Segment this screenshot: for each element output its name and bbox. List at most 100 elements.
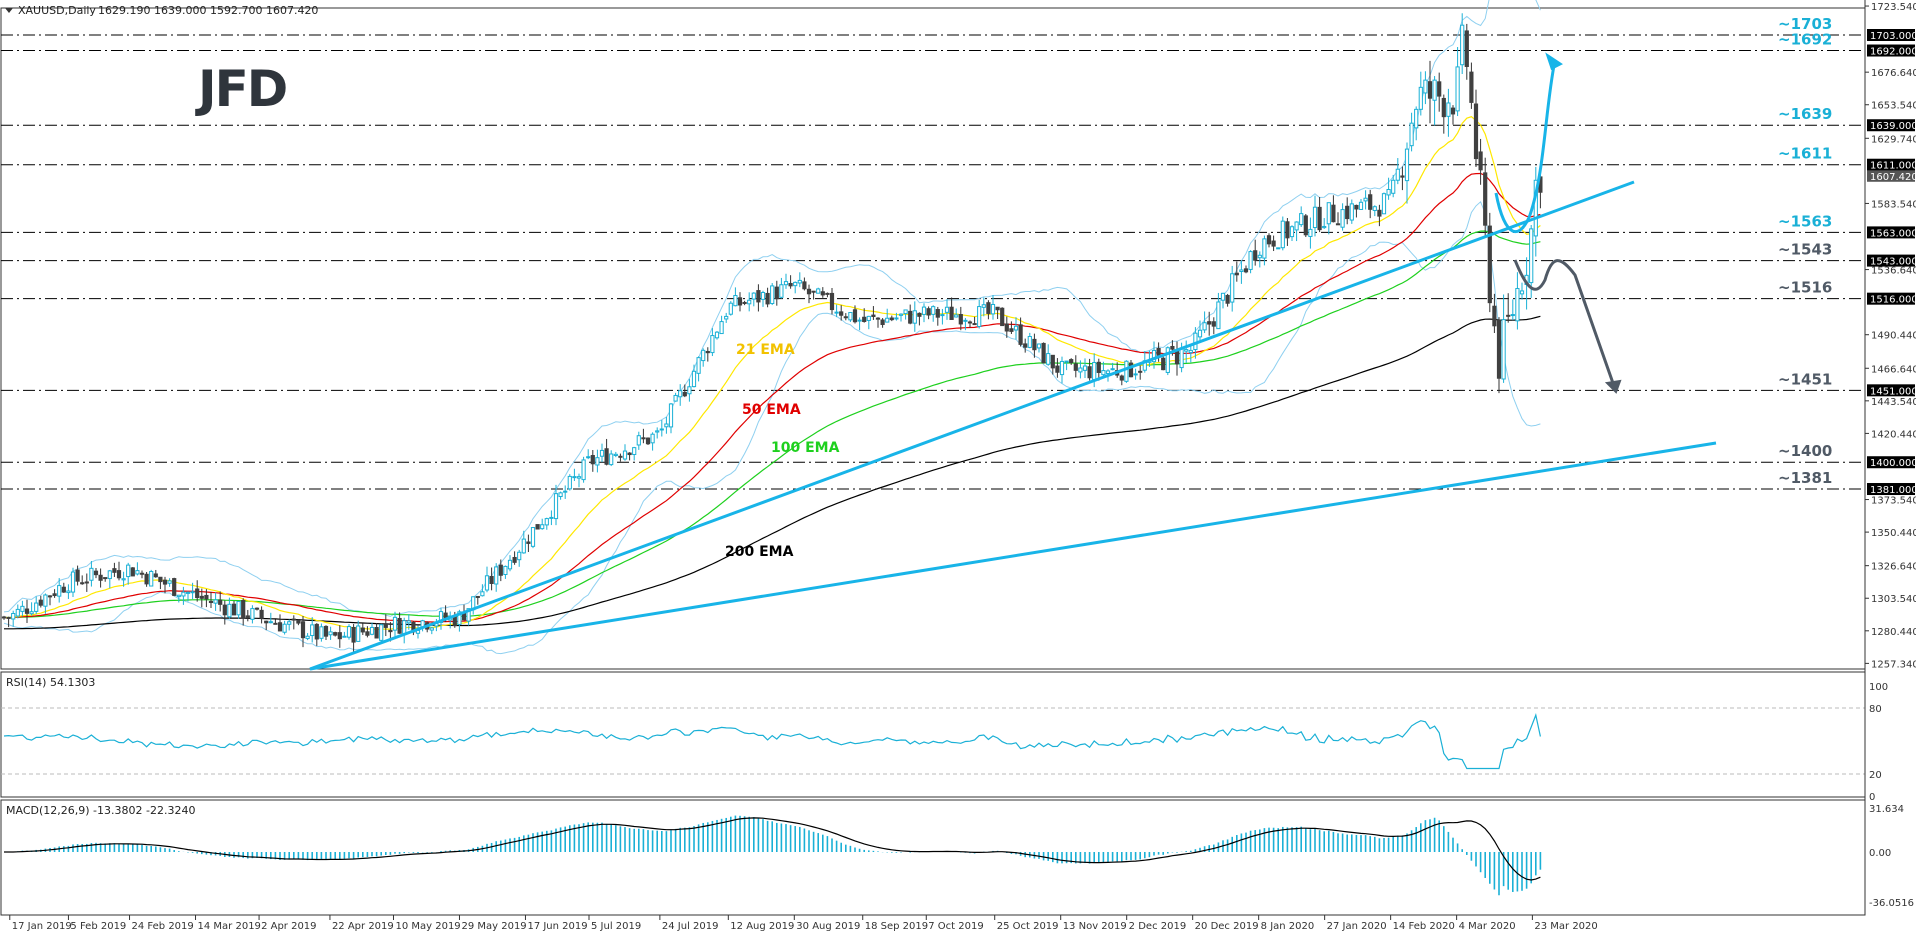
date-tick-label: 24 Jul 2019 [662,921,719,932]
uptrend-line-short[interactable] [309,180,1635,671]
date-tick-label: 7 Oct 2019 [928,921,983,932]
level-price-tag [1867,254,1915,267]
price-axis: 1703.000 1692.000 1639.000 1611.000 1563.000… [1864,0,1916,915]
price-tick-label: 1303.540 [1871,594,1916,605]
ema21-line [3,116,1541,631]
level-label: ~1639 [1778,105,1832,123]
level-price-tag [1867,384,1915,397]
macd-title: MACD(12,26,9) -13.3802 -22.3240 [6,804,195,817]
date-tick-label: 23 Mar 2020 [1534,921,1597,932]
price-tick-label: 1629.740 [1871,134,1916,145]
level-price-tag [1867,456,1915,469]
price-tick-label: 1373.540 [1871,496,1916,507]
level-price-tag-text: 1543.000 [1870,257,1916,268]
current-price-tag [1867,170,1915,182]
rsi-title: RSI(14) 54.1303 [6,676,95,689]
rsi-panel[interactable] [0,671,1866,798]
price-tick-label: 1536.640 [1871,266,1916,277]
date-tick-label: 13 Nov 2019 [1063,921,1127,932]
macd-tick-label: 31.634 [1869,804,1904,815]
rsi-line [1,707,1865,775]
level-price-tag-text: 1639.000 [1870,121,1916,132]
level-price-tag-text: 1451.000 [1870,386,1916,397]
date-tick-label: 29 May 2019 [461,921,526,932]
date-tick-label: 18 Sep 2019 [865,921,928,932]
level-price-tag [1867,119,1915,132]
price-tick-label: 1257.340 [1871,659,1916,670]
macd-signal-line [4,817,1541,881]
ema100-label: 100 EMA [771,440,840,456]
level-price-tag [1867,292,1915,305]
date-tick-label: 20 Dec 2019 [1195,921,1259,932]
price-tick-label: 1443.540 [1871,397,1916,408]
date-tick-label: 12 Aug 2019 [730,921,794,932]
bollinger-upper [3,0,1541,617]
trendlines[interactable] [309,180,1717,671]
level-price-tag [1867,226,1915,239]
bullish-arrowhead-icon [1545,52,1563,71]
date-tick-label: 2 Apr 2019 [261,921,316,932]
date-tick-label: 4 Mar 2020 [1459,921,1516,932]
date-tick-label: 27 Jan 2020 [1327,921,1387,932]
date-tick-label: 5 Jul 2019 [591,921,641,932]
price-tick-label: 1350.440 [1871,528,1916,539]
rsi-tick-label: 100 [1869,682,1888,693]
price-tick-label: 1653.540 [1871,101,1916,112]
price-tick-label: 1583.540 [1871,199,1916,210]
date-tick-label: 30 Aug 2019 [796,921,860,932]
rsi-tick-label: 80 [1869,704,1882,715]
ema100-line [4,230,1541,619]
current-price-text: 1607.420 [1870,172,1916,183]
level-label: ~1543 [1778,241,1832,259]
level-price-tag [1867,483,1915,496]
main-price-panel[interactable] [0,7,1866,670]
macd-tick-label: -36.0516 [1869,898,1914,909]
date-tick-label: 8 Jan 2020 [1261,921,1315,932]
level-price-tag-text: 1692.000 [1870,47,1916,58]
ema200-label: 200 EMA [725,544,794,560]
level-label: ~1381 [1778,469,1832,487]
logo-text: JFD [195,60,286,118]
ema50-label: 50 EMA [742,402,801,418]
level-label: ~1451 [1778,370,1832,388]
level-price-tag [1867,29,1915,41]
level-price-tag-text: 1400.000 [1870,458,1916,469]
symbol-title: XAUUSD,Daily [18,4,96,17]
ohlc-values: 1629.190 1639.000 1592.700 1607.420 [98,4,318,17]
collapse-triangle-icon[interactable] [5,8,13,13]
uptrend-line-long[interactable] [309,441,1717,671]
macd-tick-label: 0.00 [1869,848,1891,859]
level-price-tag-text: 1381.000 [1870,485,1916,496]
date-tick-label: 17 Jan 2019 [12,921,72,932]
scenario-arrows[interactable] [1494,52,1622,394]
date-tick-label: 25 Oct 2019 [997,921,1059,932]
date-tick-label: 10 May 2019 [395,921,460,932]
level-price-tag [1867,44,1915,57]
price-tick-label: 1490.440 [1871,331,1916,342]
level-label: ~1563 [1778,212,1832,230]
level-label: ~1692 [1778,31,1832,49]
level-price-tag-text: 1563.000 [1870,228,1916,239]
price-tick-label: 1420.440 [1871,429,1916,440]
level-price-tag-text: 1611.000 [1870,161,1916,172]
price-tick-label: 1280.440 [1871,627,1916,638]
level-label: ~1703 [1778,15,1832,33]
bearish-arrow[interactable] [1513,259,1616,387]
level-label: ~1611 [1778,145,1832,163]
date-tick-label: 22 Apr 2019 [332,921,394,932]
price-tick-label: 1466.640 [1871,364,1916,375]
rsi-line [3,713,1541,770]
ema50-line [3,172,1541,623]
macd-histogram [4,815,1542,896]
horizontal-levels: ~1703~1692 ~1639 ~1611 ~1563 ~1543 ~1516 ~1451… [1,15,1865,490]
level-price-tag-text: 1703.000 [1870,31,1916,42]
level-price-tag-text: 1516.000 [1870,295,1916,306]
price-tick-label: 1723.540 [1871,2,1916,13]
price-tick-label: 1326.640 [1871,562,1916,573]
bullish-arrow[interactable] [1494,59,1557,234]
date-tick-label: 5 Feb 2019 [70,921,126,932]
ema21-label: 21 EMA [736,342,795,358]
bearish-arrowhead-icon [1604,379,1622,394]
